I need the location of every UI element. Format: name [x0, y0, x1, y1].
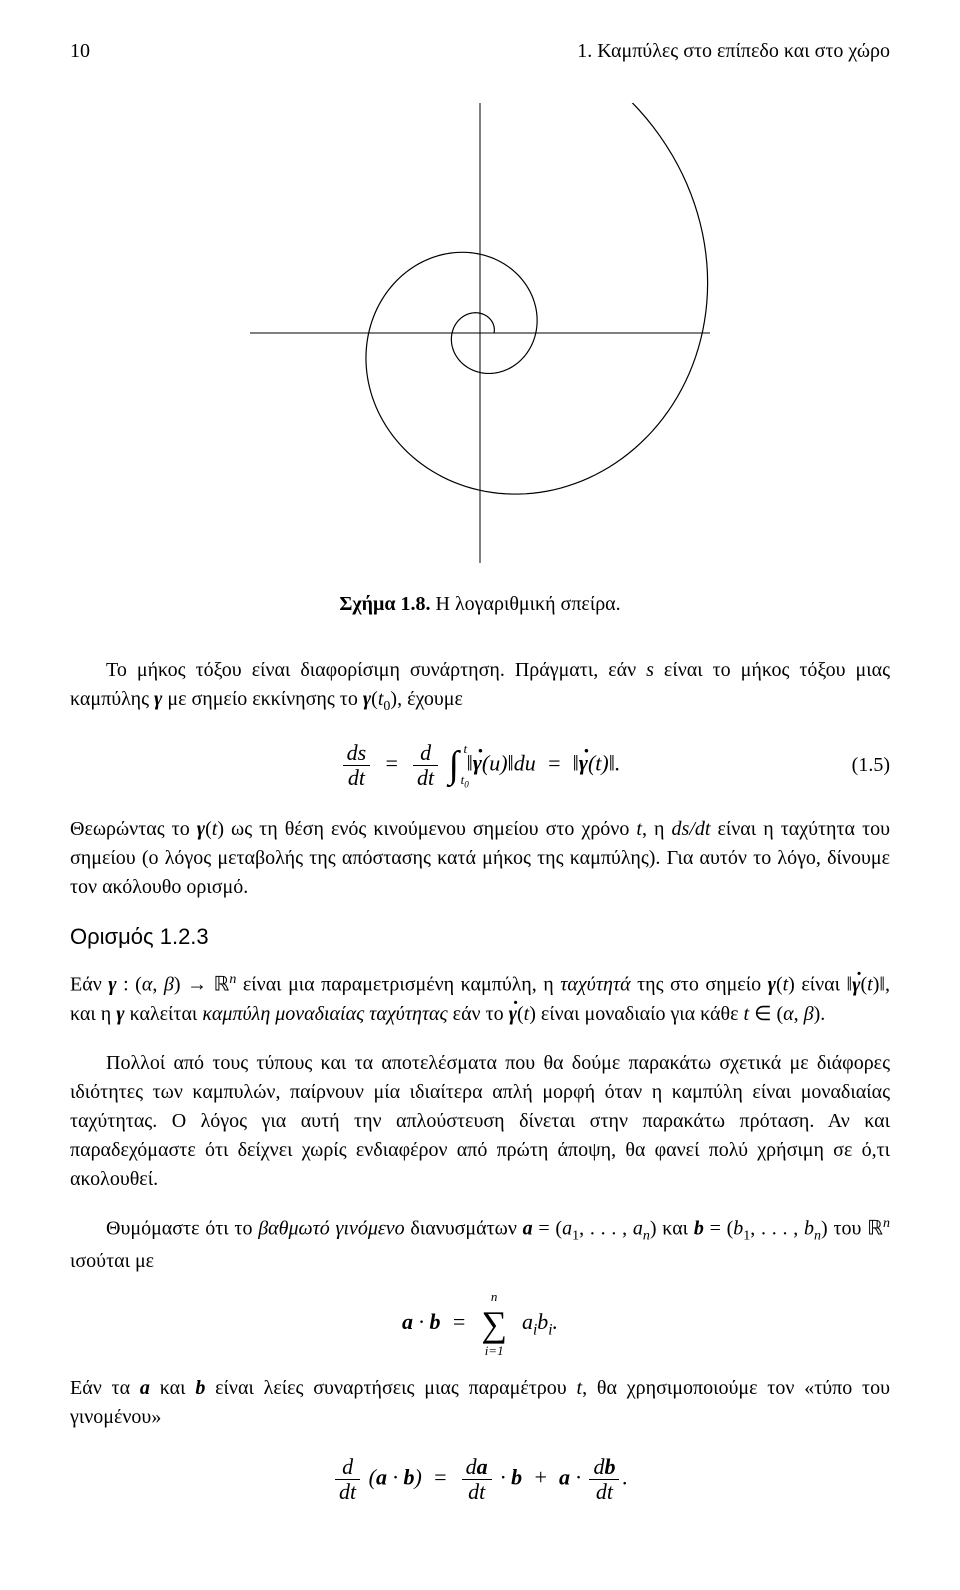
term-velocity: ταχύτητά: [560, 974, 630, 996]
equation-dot-product-body: a · b = ∑ni=1 aibi.: [402, 1303, 558, 1345]
figure-label: Σχήμα 1.8.: [339, 593, 430, 615]
term-unit-speed: καμπύλη μοναδιαίας ταχύτητας: [202, 1003, 447, 1025]
equation-1-5-body: dsdt = ddt ∫tt0 ‖γ(u)‖du = ‖γ(t)‖.: [340, 741, 621, 790]
equation-product-rule-body: ddt (a · b) = dadt · b + a · dbdt.: [332, 1455, 628, 1504]
paragraph-3: Εάν γ : (α, β) → ℝn είναι μια παραμετρισ…: [70, 970, 890, 1029]
figure-caption-text: Η λογαριθμική σπείρα.: [436, 593, 621, 615]
equation-dot-product: a · b = ∑ni=1 aibi.: [70, 1294, 890, 1354]
figure-spiral: [70, 103, 890, 563]
paragraph-6: Εάν τα a και b είναι λείες συναρτήσεις μ…: [70, 1374, 890, 1432]
definition-heading: Ορισμός 1.2.3: [70, 924, 890, 950]
equation-product-rule: ddt (a · b) = dadt · b + a · dbdt.: [70, 1450, 890, 1510]
paragraph-1: Το μήκος τόξου είναι διαφορίσιμη συνάρτη…: [70, 656, 890, 717]
page-number: 10: [70, 40, 90, 63]
equation-1-5: dsdt = ddt ∫tt0 ‖γ(u)‖du = ‖γ(t)‖. (1.5): [70, 735, 890, 795]
page-header: 10 1. Καμπύλες στο επίπεδο και στο χώρο: [70, 40, 890, 63]
spiral-svg: [250, 103, 710, 563]
term-dot-product: βαθμωτό γινόμενο: [258, 1218, 404, 1240]
running-title: 1. Καμπύλες στο επίπεδο και στο χώρο: [577, 40, 890, 63]
figure-caption: Σχήμα 1.8. Η λογαριθμική σπείρα.: [70, 593, 890, 616]
equation-number-1-5: (1.5): [852, 754, 890, 777]
paragraph-5: Θυμόμαστε ότι το βαθμωτό γινόμενο διανυσ…: [70, 1214, 890, 1276]
paragraph-4: Πολλοί από τους τύπους και τα αποτελέσμα…: [70, 1049, 890, 1194]
paragraph-2: Θεωρώντας το γ(t) ως τη θέση ενός κινούμ…: [70, 815, 890, 902]
page: 10 1. Καμπύλες στο επίπεδο και στο χώρο …: [0, 0, 960, 1578]
